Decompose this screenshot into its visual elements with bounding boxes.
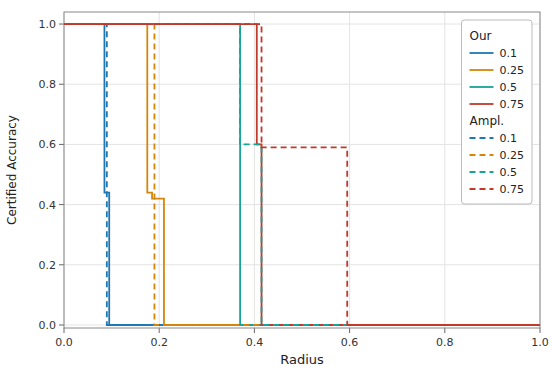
x-tick-label: 0.4 <box>246 336 264 349</box>
y-tick-label: 0.4 <box>39 199 57 212</box>
x-grid-line <box>349 12 350 328</box>
legend-label: 0.1 <box>500 132 518 145</box>
legend-box <box>462 20 533 204</box>
x-tick-label: 0.8 <box>436 336 454 349</box>
y-tick-label: 0.6 <box>39 138 57 151</box>
y-tick-label: 0.0 <box>39 319 57 332</box>
legend-label: 0.1 <box>500 47 518 60</box>
x-tick <box>64 328 65 333</box>
legend-label: 0.5 <box>500 81 518 94</box>
y-tick-label: 0.8 <box>39 78 57 91</box>
x-tick <box>349 328 350 333</box>
y-tick-label: 1.0 <box>39 18 57 31</box>
x-tick-label: 1.0 <box>531 336 549 349</box>
legend-swatch <box>470 154 494 156</box>
x-axis-label: Radius <box>280 352 324 367</box>
y-tick <box>59 84 64 85</box>
legend-swatch <box>470 52 494 54</box>
x-tick <box>159 328 160 333</box>
x-tick <box>444 328 445 333</box>
legend-swatch <box>470 69 494 71</box>
x-grid-line <box>254 12 255 328</box>
x-tick-label: 0.2 <box>150 336 168 349</box>
x-grid-line <box>159 12 160 328</box>
y-tick <box>59 24 64 25</box>
legend-label: 0.75 <box>500 98 525 111</box>
y-tick <box>59 204 64 205</box>
legend-group-title: Ampl. <box>470 114 505 128</box>
x-grid-line <box>444 12 445 328</box>
y-tick <box>59 264 64 265</box>
plot-background <box>64 12 540 328</box>
x-tick <box>254 328 255 333</box>
plot-frame <box>64 12 540 328</box>
legend-swatch <box>470 188 494 190</box>
legend-swatch <box>470 86 494 88</box>
legend-label: 0.25 <box>500 64 525 77</box>
y-tick-label: 0.2 <box>39 259 57 272</box>
x-tick-label: 0.0 <box>55 336 73 349</box>
legend-label: 0.75 <box>500 183 525 196</box>
legend-label: 0.5 <box>500 166 518 179</box>
legend-label: 0.25 <box>500 149 525 162</box>
legend-group-title: Our <box>470 29 492 43</box>
legend: Our 0.1 0.25 0.5 0.75 Ampl. 0.1 0.25 0.5 0.75 <box>462 20 533 204</box>
y-tick <box>59 324 64 325</box>
grid <box>64 12 540 328</box>
y-axis-label: Certified Accuracy <box>5 115 19 225</box>
legend-swatch <box>470 171 494 173</box>
legend-swatch <box>470 103 494 105</box>
chart: 0.0 0.2 0.4 0.6 0.8 1.0 0.0 0.2 0.4 0.6 0.8 1.0 Radi… <box>0 0 552 374</box>
x-tick-label: 0.6 <box>341 336 359 349</box>
x-tick <box>540 328 541 333</box>
y-grid-line <box>64 264 540 265</box>
legend-swatch <box>470 137 494 139</box>
axes: 0.0 0.2 0.4 0.6 0.8 1.0 0.0 0.2 0.4 0.6 0.8 1.0 Radi… <box>5 12 549 367</box>
y-tick <box>59 144 64 145</box>
